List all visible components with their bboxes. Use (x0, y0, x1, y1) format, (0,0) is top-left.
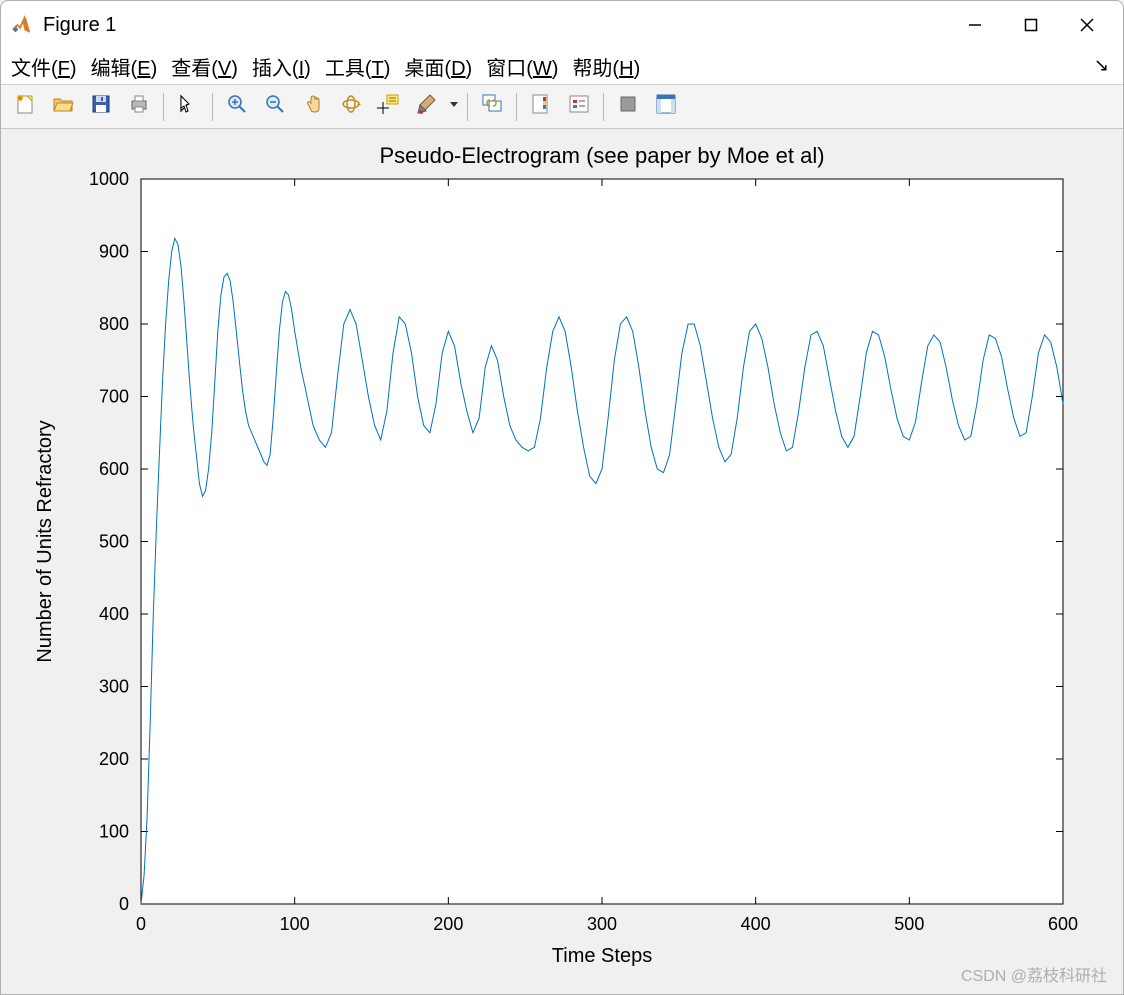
menu-item-3[interactable]: 插入(I) (252, 52, 311, 81)
brush-icon (415, 92, 439, 121)
toolbar-separator (467, 93, 468, 121)
svg-text:900: 900 (99, 242, 129, 262)
svg-text:500: 500 (894, 914, 924, 934)
svg-text:300: 300 (587, 914, 617, 934)
dropdown-arrow-button[interactable] (447, 90, 461, 124)
legend-button[interactable] (561, 90, 597, 124)
zoom-in-button[interactable] (219, 90, 255, 124)
window-title: Figure 1 (43, 14, 947, 37)
toolbar (1, 85, 1123, 129)
zoom-out-button[interactable] (257, 90, 293, 124)
show-plot-tools-button[interactable] (648, 90, 684, 124)
brush-button[interactable] (409, 90, 445, 124)
svg-text:600: 600 (1048, 914, 1078, 934)
menu-item-0[interactable]: 文件(F) (11, 52, 77, 81)
link-axes-icon (480, 92, 504, 121)
minimize-button[interactable] (947, 5, 1003, 45)
window-controls (947, 5, 1115, 45)
save-icon (89, 92, 113, 121)
svg-text:100: 100 (99, 822, 129, 842)
svg-text:300: 300 (99, 677, 129, 697)
edit-plot-button[interactable] (170, 90, 206, 124)
svg-text:Number of Units Refractory: Number of Units Refractory (34, 420, 56, 662)
hide-plot-tools-button[interactable] (610, 90, 646, 124)
svg-text:500: 500 (99, 532, 129, 552)
rotate-3d-button[interactable] (333, 90, 369, 124)
show-plot-tools-icon (654, 92, 678, 121)
pan-icon (301, 92, 325, 121)
colorbar-button[interactable] (523, 90, 559, 124)
svg-text:800: 800 (99, 314, 129, 334)
hide-plot-tools-icon (616, 92, 640, 121)
svg-text:Pseudo-Electrogram (see paper: Pseudo-Electrogram (see paper by Moe et … (379, 143, 824, 168)
svg-text:600: 600 (99, 459, 129, 479)
menu-item-2[interactable]: 查看(V) (171, 52, 238, 81)
menu-item-5[interactable]: 桌面(D) (404, 52, 472, 81)
svg-text:200: 200 (433, 914, 463, 934)
close-button[interactable] (1059, 5, 1115, 45)
figure-window: Figure 1 文件(F) 编辑(E) 查看(V) 插入(I) 工具(T) 桌面(D) 窗… (0, 0, 1124, 995)
print-icon (127, 92, 151, 121)
menu-item-7[interactable]: 帮助(H) (572, 52, 640, 81)
open-file-button[interactable] (45, 90, 81, 124)
svg-text:100: 100 (280, 914, 310, 934)
menu-item-4[interactable]: 工具(T) (325, 52, 391, 81)
link-axes-button[interactable] (474, 90, 510, 124)
edit-plot-icon (176, 92, 200, 121)
maximize-icon (1024, 18, 1038, 32)
new-figure-button[interactable] (7, 90, 43, 124)
legend-icon (567, 92, 591, 121)
save-button[interactable] (83, 90, 119, 124)
plot-container[interactable]: 0 100 200 300 400 500 600 0 100 200 300 400 500 600 70… (1, 129, 1123, 994)
svg-text:400: 400 (741, 914, 771, 934)
menubar: 文件(F) 编辑(E) 查看(V) 插入(I) 工具(T) 桌面(D) 窗口(W) 帮助(H)… (1, 49, 1123, 85)
plot-svg: 0 100 200 300 400 500 600 0 100 200 300 400 500 600 70… (1, 129, 1123, 994)
svg-text:0: 0 (136, 914, 146, 934)
rotate-3d-icon (339, 92, 363, 121)
menu-item-1[interactable]: 编辑(E) (91, 52, 158, 81)
svg-text:700: 700 (99, 387, 129, 407)
dropdown-arrow-icon (449, 92, 459, 121)
toolbar-separator (516, 93, 517, 121)
new-figure-icon (13, 92, 37, 121)
svg-text:0: 0 (119, 894, 129, 914)
colorbar-icon (529, 92, 553, 121)
svg-text:400: 400 (99, 604, 129, 624)
svg-text:Time Steps: Time Steps (552, 945, 652, 967)
data-cursor-icon (377, 92, 401, 121)
maximize-button[interactable] (1003, 5, 1059, 45)
menu-item-6[interactable]: 窗口(W) (486, 52, 558, 81)
print-button[interactable] (121, 90, 157, 124)
zoom-out-icon (263, 92, 287, 121)
toolbar-separator (212, 93, 213, 121)
pan-button[interactable] (295, 90, 331, 124)
zoom-in-icon (225, 92, 249, 121)
figure-area: 0 100 200 300 400 500 600 0 100 200 300 400 500 600 70… (1, 129, 1123, 994)
toolbar-separator (603, 93, 604, 121)
close-icon (1079, 17, 1095, 33)
data-cursor-button[interactable] (371, 90, 407, 124)
titlebar: Figure 1 (1, 1, 1123, 49)
dock-arrow-icon[interactable]: ↘ (1094, 55, 1109, 76)
minimize-icon (967, 17, 983, 33)
matlab-icon (9, 13, 33, 37)
svg-text:1000: 1000 (89, 169, 129, 189)
open-file-icon (51, 92, 75, 121)
svg-text:200: 200 (99, 749, 129, 769)
toolbar-separator (163, 93, 164, 121)
